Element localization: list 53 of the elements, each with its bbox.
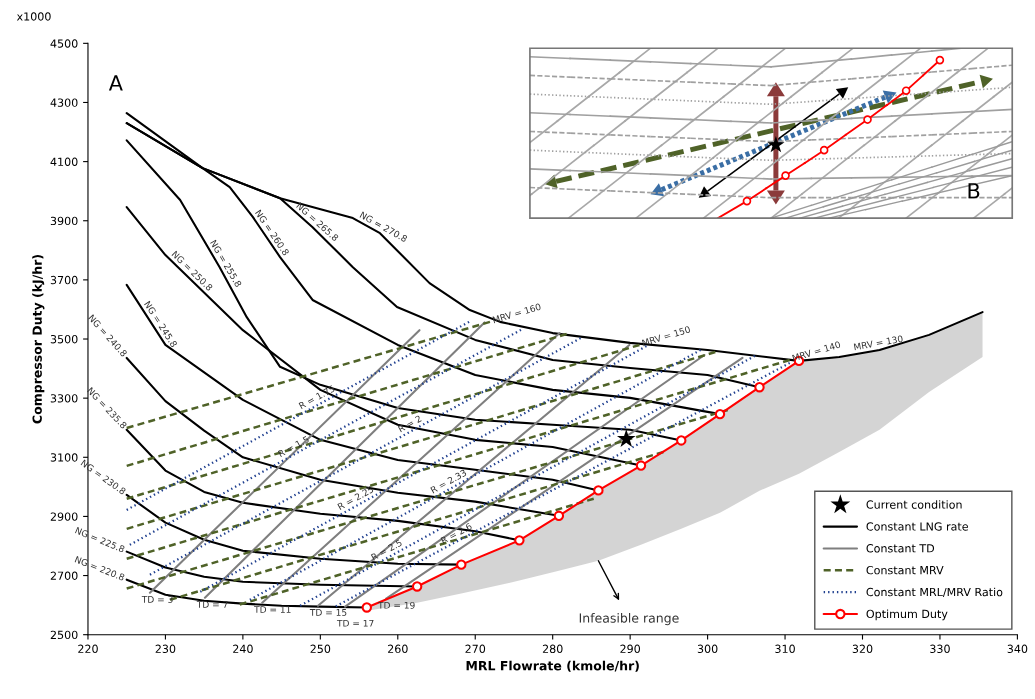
annotation: R = 1.5 — [277, 435, 310, 458]
y-tick-label: 3900 — [50, 216, 78, 226]
annotation: R = 2.25 — [337, 485, 374, 511]
x-tick-label: 290 — [620, 644, 641, 654]
y-tick-label: 2500 — [50, 630, 78, 640]
annotation: R = 2.33 — [430, 469, 467, 494]
legend-label: Constant TD — [866, 544, 935, 553]
x-tick-label: 320 — [852, 644, 873, 654]
y-tick-label: 4300 — [50, 98, 78, 107]
x-tick-label: 240 — [233, 644, 253, 654]
annotation: TD = 19 — [378, 601, 415, 609]
y-tick-label: 2700 — [50, 571, 78, 580]
x-tick-label: 280 — [542, 644, 563, 654]
annotation: Infeasible range — [579, 613, 679, 626]
annotation: B — [968, 183, 980, 199]
x-tick-label: 250 — [310, 644, 331, 654]
x-axis-title: MRL Flowrate (kmole/hr) — [466, 660, 639, 672]
annotation: MRV = 150 — [641, 325, 691, 347]
y-tick-label: 4100 — [50, 157, 78, 166]
y-tick-label: 3700 — [50, 275, 78, 285]
legend-label: Constant MRV — [866, 565, 944, 575]
annotation: MRV = 130 — [853, 335, 904, 351]
x-tick-label: 300 — [697, 644, 718, 654]
y-tick-label: 3500 — [50, 334, 78, 344]
y-tick-label: 2900 — [50, 512, 78, 521]
text: x1000 — [16, 12, 51, 21]
annotation: MRV = 140 — [792, 340, 841, 362]
y-axis-title: Compressor Duty (kJ/hr) — [32, 255, 45, 424]
x-tick-label: 340 — [1007, 644, 1028, 654]
annotation: R = 2.5 — [370, 539, 403, 561]
y-tick-label: 4500 — [50, 39, 78, 48]
annotation: R = 2.6 — [440, 522, 473, 544]
legend-label: Optimum Duty — [866, 609, 948, 621]
annotation: TD = 17 — [336, 620, 374, 627]
annotation: R = 2 — [397, 415, 422, 433]
x-tick-label: 220 — [78, 644, 98, 654]
annotation: TD = 11 — [254, 606, 291, 613]
x-tick-label: 270 — [465, 644, 486, 654]
x-tick-label: 330 — [930, 644, 950, 654]
legend-label: Constant MRL/MRV Ratio — [866, 587, 1003, 598]
x-tick-label: 230 — [155, 644, 176, 654]
annotation: R = 1.75 — [298, 385, 336, 410]
annotation: MRV = 160 — [492, 303, 542, 324]
y-tick-label: 3100 — [50, 453, 78, 462]
x-tick-label: 310 — [775, 644, 795, 654]
legend-label: Current condition — [866, 500, 962, 509]
x-tick-label: 260 — [388, 644, 408, 654]
legend-label: Constant LNG rate — [866, 522, 968, 531]
annotation: TD = 3 — [141, 596, 173, 603]
annotation: A — [108, 75, 123, 91]
y-tick-label: 3300 — [50, 394, 78, 403]
annotation: TD = 15 — [309, 609, 347, 616]
annotation: NG = 225.8 — [74, 526, 126, 553]
